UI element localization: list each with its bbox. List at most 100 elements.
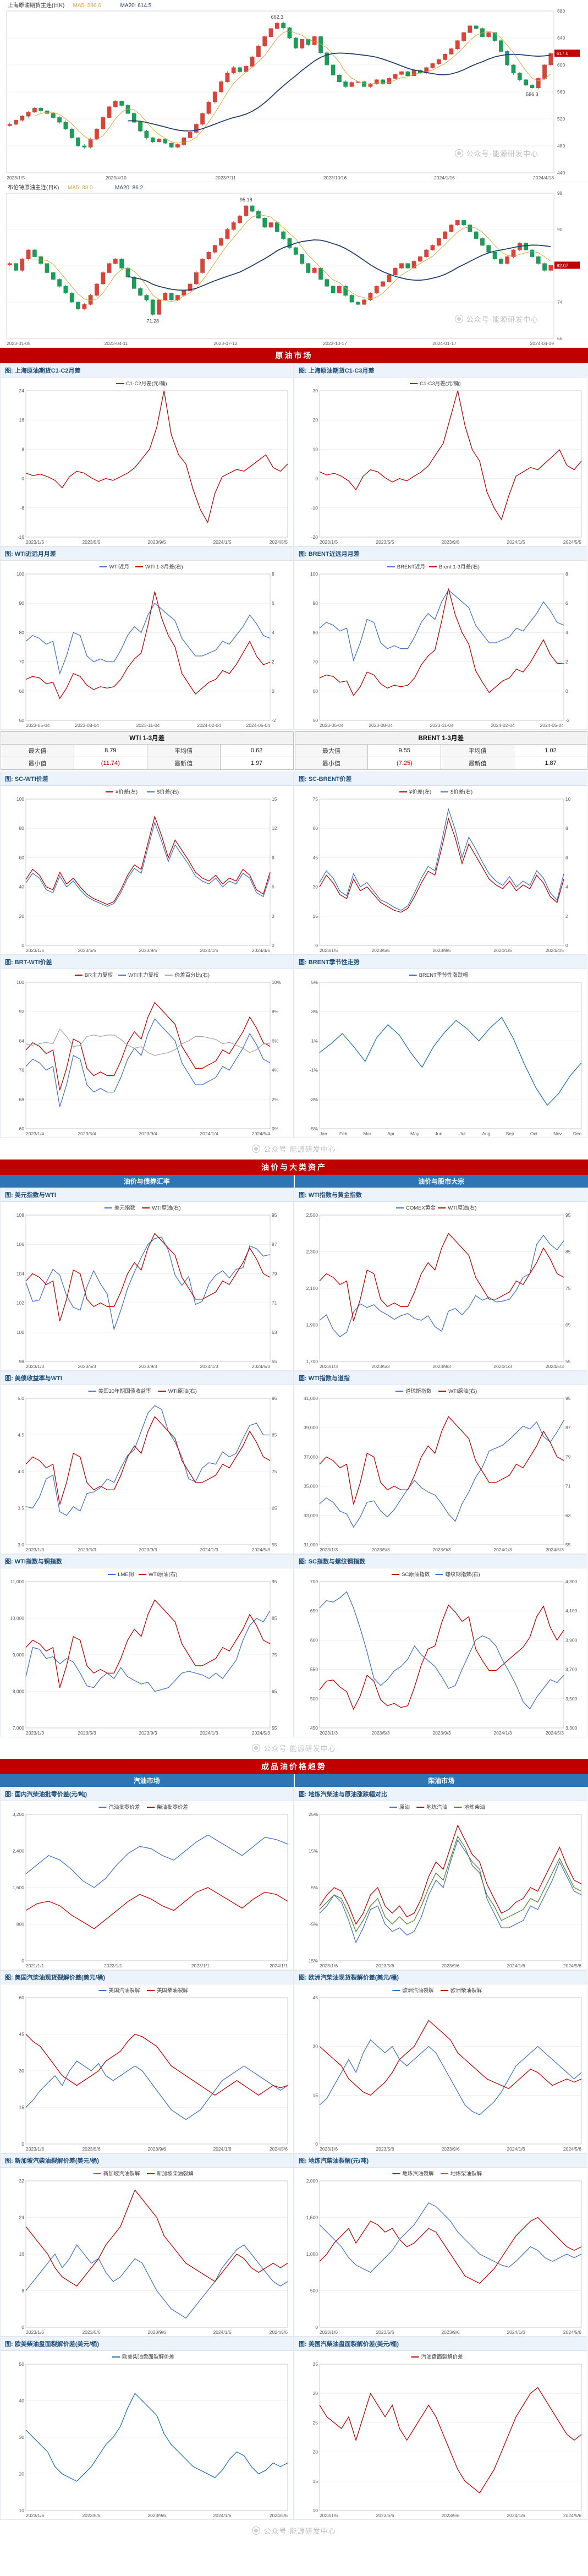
svg-text:2023/1/1: 2023/1/1 [191,1963,210,1968]
series-LME铜 [25,1610,271,1692]
svg-text:2024/5/5: 2024/5/5 [270,539,288,545]
svg-text:WTI原油(右): WTI原油(右) [152,1205,180,1211]
svg-text:2024-01-17: 2024-01-17 [432,341,457,346]
panel-title-sc-rebar: 图: SC指数与螺纹钢指数 [294,1555,587,1568]
svg-text:15%: 15% [309,1848,318,1854]
svg-text:106: 106 [17,1241,24,1247]
svg-text:2023/1/6: 2023/1/6 [320,2513,338,2518]
watermark-text: 公众号·能源研发中心 [263,1744,336,1753]
svg-text:BRENT季节性涨跌幅: BRENT季节性涨跌幅 [419,972,469,978]
svg-text:2023/5/6: 2023/5/6 [376,2146,394,2152]
kline-header: 上海原油期货主连(日K) [8,2,64,9]
svg-text:440: 440 [557,170,565,176]
svg-text:2023/5/6: 2023/5/6 [82,2146,100,2152]
series-欧美柴油盘面裂解价差 [25,2393,288,2482]
svg-text:MA20: 614.5: MA20: 614.5 [120,3,152,9]
svg-text:$价差(右): $价差(右) [450,789,472,795]
svg-text:50: 50 [19,718,25,723]
series-汽油批零价差 [25,1834,288,1888]
svg-text:2023/1/5: 2023/1/5 [320,539,338,545]
svg-text:60: 60 [19,1995,25,2000]
svg-text:45: 45 [19,2032,25,2037]
svg-text:2023/5/6: 2023/5/6 [82,2329,100,2335]
svg-text:汽油批零价差: 汽油批零价差 [108,1804,140,1811]
watermark-logo-icon [454,315,463,323]
svg-text:640: 640 [557,35,565,41]
svg-text:2023/5/5: 2023/5/5 [82,539,100,545]
series-WTI原油(右) [25,1599,271,1688]
svg-text:2023/9/3: 2023/9/3 [432,1364,450,1369]
svg-text:2023/1/5: 2023/1/5 [26,539,44,545]
svg-text:-5%: -5% [310,1126,318,1131]
svg-text:45: 45 [313,1995,318,2000]
panel-title-us-crack: 图: 美国汽柴油现货裂解价差(美元/桶) [1,1971,293,1984]
svg-text:24: 24 [19,2215,25,2220]
series-C1-C3月差(元/桶) [319,390,582,521]
panel-plot-eu-crack: 0 15 30 45 2023/1/6 2023/5/6 2023/9/6 2024/1/6 2… [313,1987,582,2152]
stat-label: 最大值 [1,744,74,757]
svg-text:2023-11-04: 2023-11-04 [136,723,160,728]
svg-text:63: 63 [565,1513,571,1518]
ma20-line [128,52,551,132]
svg-text:2: 2 [565,914,568,919]
svg-text:550: 550 [310,1667,318,1672]
svg-text:0: 0 [21,2325,24,2330]
series-WTI主力复权 [25,1018,271,1107]
svg-text:70: 70 [313,659,318,665]
svg-text:60: 60 [19,688,25,694]
svg-text:3.0: 3.0 [18,1542,24,1547]
svg-text:35,000: 35,000 [304,1484,318,1489]
svg-text:95: 95 [565,1396,571,1401]
svg-text:2024-02-04: 2024-02-04 [197,723,221,728]
panel-title-brent-mm: 图: BRENT近远月月差 [294,547,587,561]
svg-text:2023/1/3: 2023/1/3 [320,1547,338,1552]
svg-text:2023/1/6: 2023/1/6 [26,2513,44,2518]
svg-text:1,900: 1,900 [306,1322,318,1328]
stat-label: 平均值 [441,744,515,757]
panel-us-board-crack: 图: 美国汽柴油盘面裂解价差(美元/桶) 10 15 20 25 30 35 2023/1/6… [294,2337,587,2520]
svg-text:25: 25 [313,2420,318,2425]
svg-text:美国10年期国债收益率: 美国10年期国债收益率 [98,1388,152,1394]
svg-text:2023/1/3: 2023/1/3 [320,1730,338,1736]
svg-text:2023/10/16: 2023/10/16 [323,175,347,181]
svg-text:41,000: 41,000 [304,1396,318,1401]
panel-title-usd-wti: 图: 美元指数与WTI [1,1188,293,1202]
svg-text:6: 6 [565,855,568,860]
svg-text:WTI近月: WTI近月 [109,564,129,570]
svg-text:2022/1/1: 2022/1/1 [104,1963,122,1968]
panel-plot-wti-mm: 50 -2 60 0 70 2 80 4 90 6 100 8 2023-05-04 2023-08-04… [17,564,276,728]
stat-value: (11.74) [73,757,147,770]
svg-text:Sep: Sep [506,1131,514,1136]
svg-text:40: 40 [19,2398,25,2404]
svg-text:2024/1/6: 2024/1/6 [507,1963,525,1968]
svg-text:65: 65 [272,1506,277,1511]
svg-text:2021/1/1: 2021/1/1 [26,1963,44,1968]
svg-text:60: 60 [313,688,318,694]
series-新加坡汽油裂解 [25,2244,288,2319]
svg-text:0: 0 [565,688,568,694]
svg-text:2024/1/5: 2024/1/5 [507,539,525,545]
svg-text:-20: -20 [311,534,318,540]
svg-text:2023/1/5: 2023/1/5 [26,948,44,953]
panel-plot-refinery-compare: -15% -5% 5% 15% 25% 2023/1/6 2023/5/6 2023/9/6 2… [307,1804,582,1968]
svg-text:0: 0 [315,2141,318,2147]
svg-text:2023/5/6: 2023/5/6 [82,2513,100,2518]
svg-text:美元指数: 美元指数 [114,1205,136,1211]
svg-text:2023/9/3: 2023/9/3 [432,1730,450,1736]
panel-title-retail-spread: 图: 国内汽柴油批零价差(元/吨) [1,1787,293,1801]
svg-text:95: 95 [565,1212,571,1218]
svg-text:600: 600 [310,1637,318,1643]
watermark-logo-icon [454,149,463,157]
svg-text:55: 55 [272,1359,277,1364]
panel-plot-sg-crack: 0 8 16 24 32 2023/1/6 2023/5/6 2023/9/6 2024/1/6… [19,2170,288,2335]
svg-text:¥价差(左): ¥价差(左) [115,789,138,795]
svg-text:2023/1/6: 2023/1/6 [320,1963,338,1968]
svg-text:55: 55 [565,1359,571,1364]
svg-text:2023/5/3: 2023/5/3 [371,1547,389,1552]
crude-charts-grid-b: 图: SC-WTI价差 0 0 20 3 40 6 60 9 80 12 100 15 2023/1/5 2… [0,772,588,1138]
panel-plot-refinery-crack: 0 500 1,000 1,500 2,000 2023/1/6 2023/5/6 2023/… [306,2170,582,2335]
svg-text:美国汽油裂解: 美国汽油裂解 [108,1987,140,1994]
svg-text:5.0: 5.0 [18,1396,24,1401]
svg-text:0: 0 [272,943,274,948]
series-汽油盘面裂解价差 [319,2387,582,2494]
